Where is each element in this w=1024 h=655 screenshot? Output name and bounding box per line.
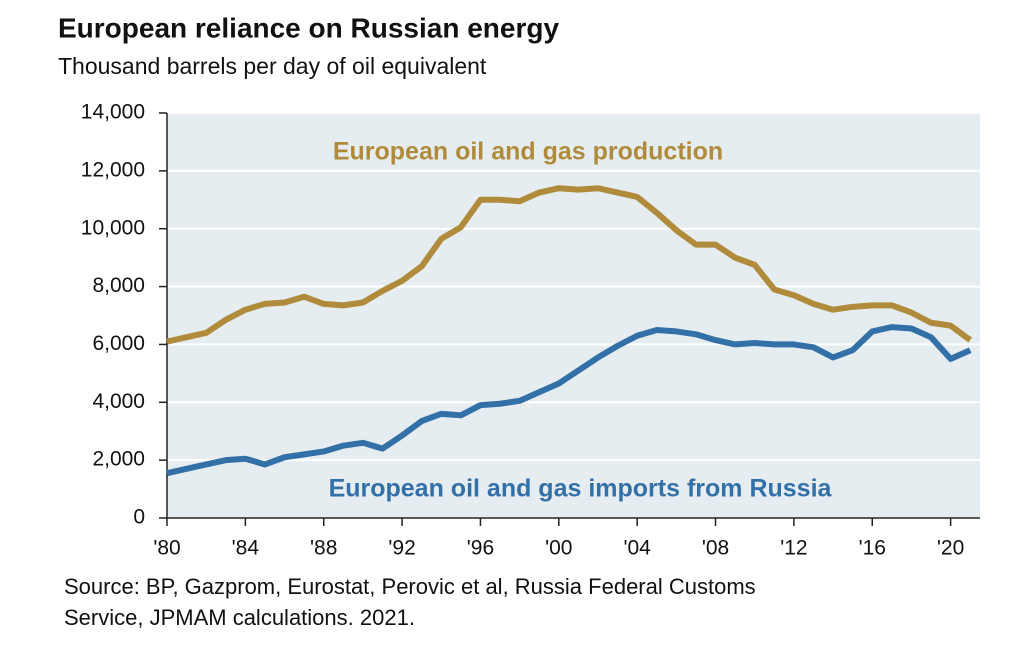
x-tick-label: '00 [545, 537, 572, 560]
source-line: Service, JPMAM calculations. 2021. [64, 605, 415, 630]
y-tick-label: 0 [133, 506, 145, 529]
y-tick-label: 2,000 [92, 448, 145, 471]
y-tick-label: 4,000 [92, 390, 145, 413]
x-tick-label: '08 [702, 537, 729, 560]
series-line [166, 324, 972, 477]
x-tick-label: '80 [153, 537, 180, 560]
series-label: European oil and gas production [333, 138, 723, 166]
x-tick-label: '96 [467, 537, 494, 560]
x-tick-label: '92 [388, 537, 415, 560]
plot-area [167, 113, 980, 518]
y-tick-label: 6,000 [92, 332, 145, 355]
x-tick-label: '20 [937, 537, 964, 560]
chart-title: European reliance on Russian energy [58, 12, 559, 43]
source-line: Source: BP, Gazprom, Eurostat, Perovic e… [64, 574, 756, 599]
chart-subtitle: Thousand barrels per day of oil equivale… [58, 53, 487, 79]
x-tick-label: '16 [859, 537, 886, 560]
y-tick-label: 12,000 [81, 158, 145, 181]
x-tick-label: '04 [623, 537, 651, 560]
series-line [166, 185, 972, 345]
y-tick-label: 8,000 [92, 274, 145, 297]
x-tick-label: '88 [310, 537, 337, 560]
y-tick-label: 10,000 [81, 216, 145, 239]
y-tick-label: 14,000 [81, 101, 145, 124]
x-tick-label: '12 [780, 537, 807, 560]
x-tick-label: '84 [232, 537, 260, 560]
series-label: European oil and gas imports from Russia [329, 475, 833, 503]
